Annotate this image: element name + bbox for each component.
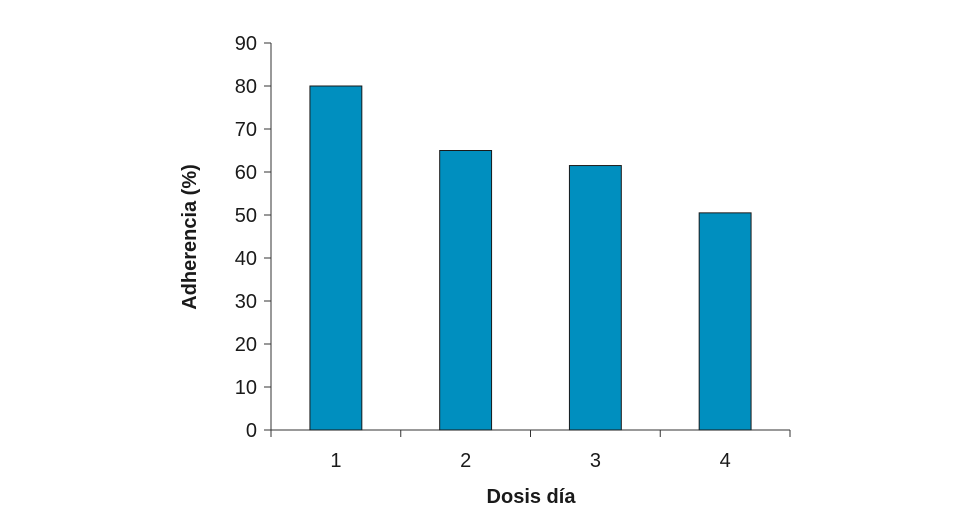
bar-2 <box>439 150 493 431</box>
y-tick-label: 0 <box>246 420 257 442</box>
y-tick-label: 30 <box>235 291 257 313</box>
bar-3 <box>568 165 622 431</box>
y-tick-label: 10 <box>235 377 257 399</box>
x-tick-label: 1 <box>330 450 341 472</box>
y-tick-label: 70 <box>235 119 257 141</box>
bar-4 <box>698 212 752 431</box>
bar-1 <box>309 85 363 431</box>
y-tick-label: 50 <box>235 205 257 227</box>
y-tick-label: 20 <box>235 334 257 356</box>
y-tick-label: 40 <box>235 248 257 270</box>
y-tick-label: 90 <box>235 33 257 55</box>
y-axis: 0 10 20 30 40 50 60 70 80 90 <box>235 33 272 442</box>
y-tick-label: 60 <box>235 162 257 184</box>
y-tick-label: 80 <box>235 76 257 98</box>
bars <box>309 85 752 431</box>
x-tick-label: 2 <box>460 450 471 472</box>
y-axis-title: Adherencia (%) <box>179 164 201 310</box>
x-tick-label: 3 <box>590 450 601 472</box>
x-tick-label: 4 <box>720 450 731 472</box>
x-axis-title: Dosis día <box>487 486 577 508</box>
x-axis: 1 2 3 4 <box>270 429 791 472</box>
